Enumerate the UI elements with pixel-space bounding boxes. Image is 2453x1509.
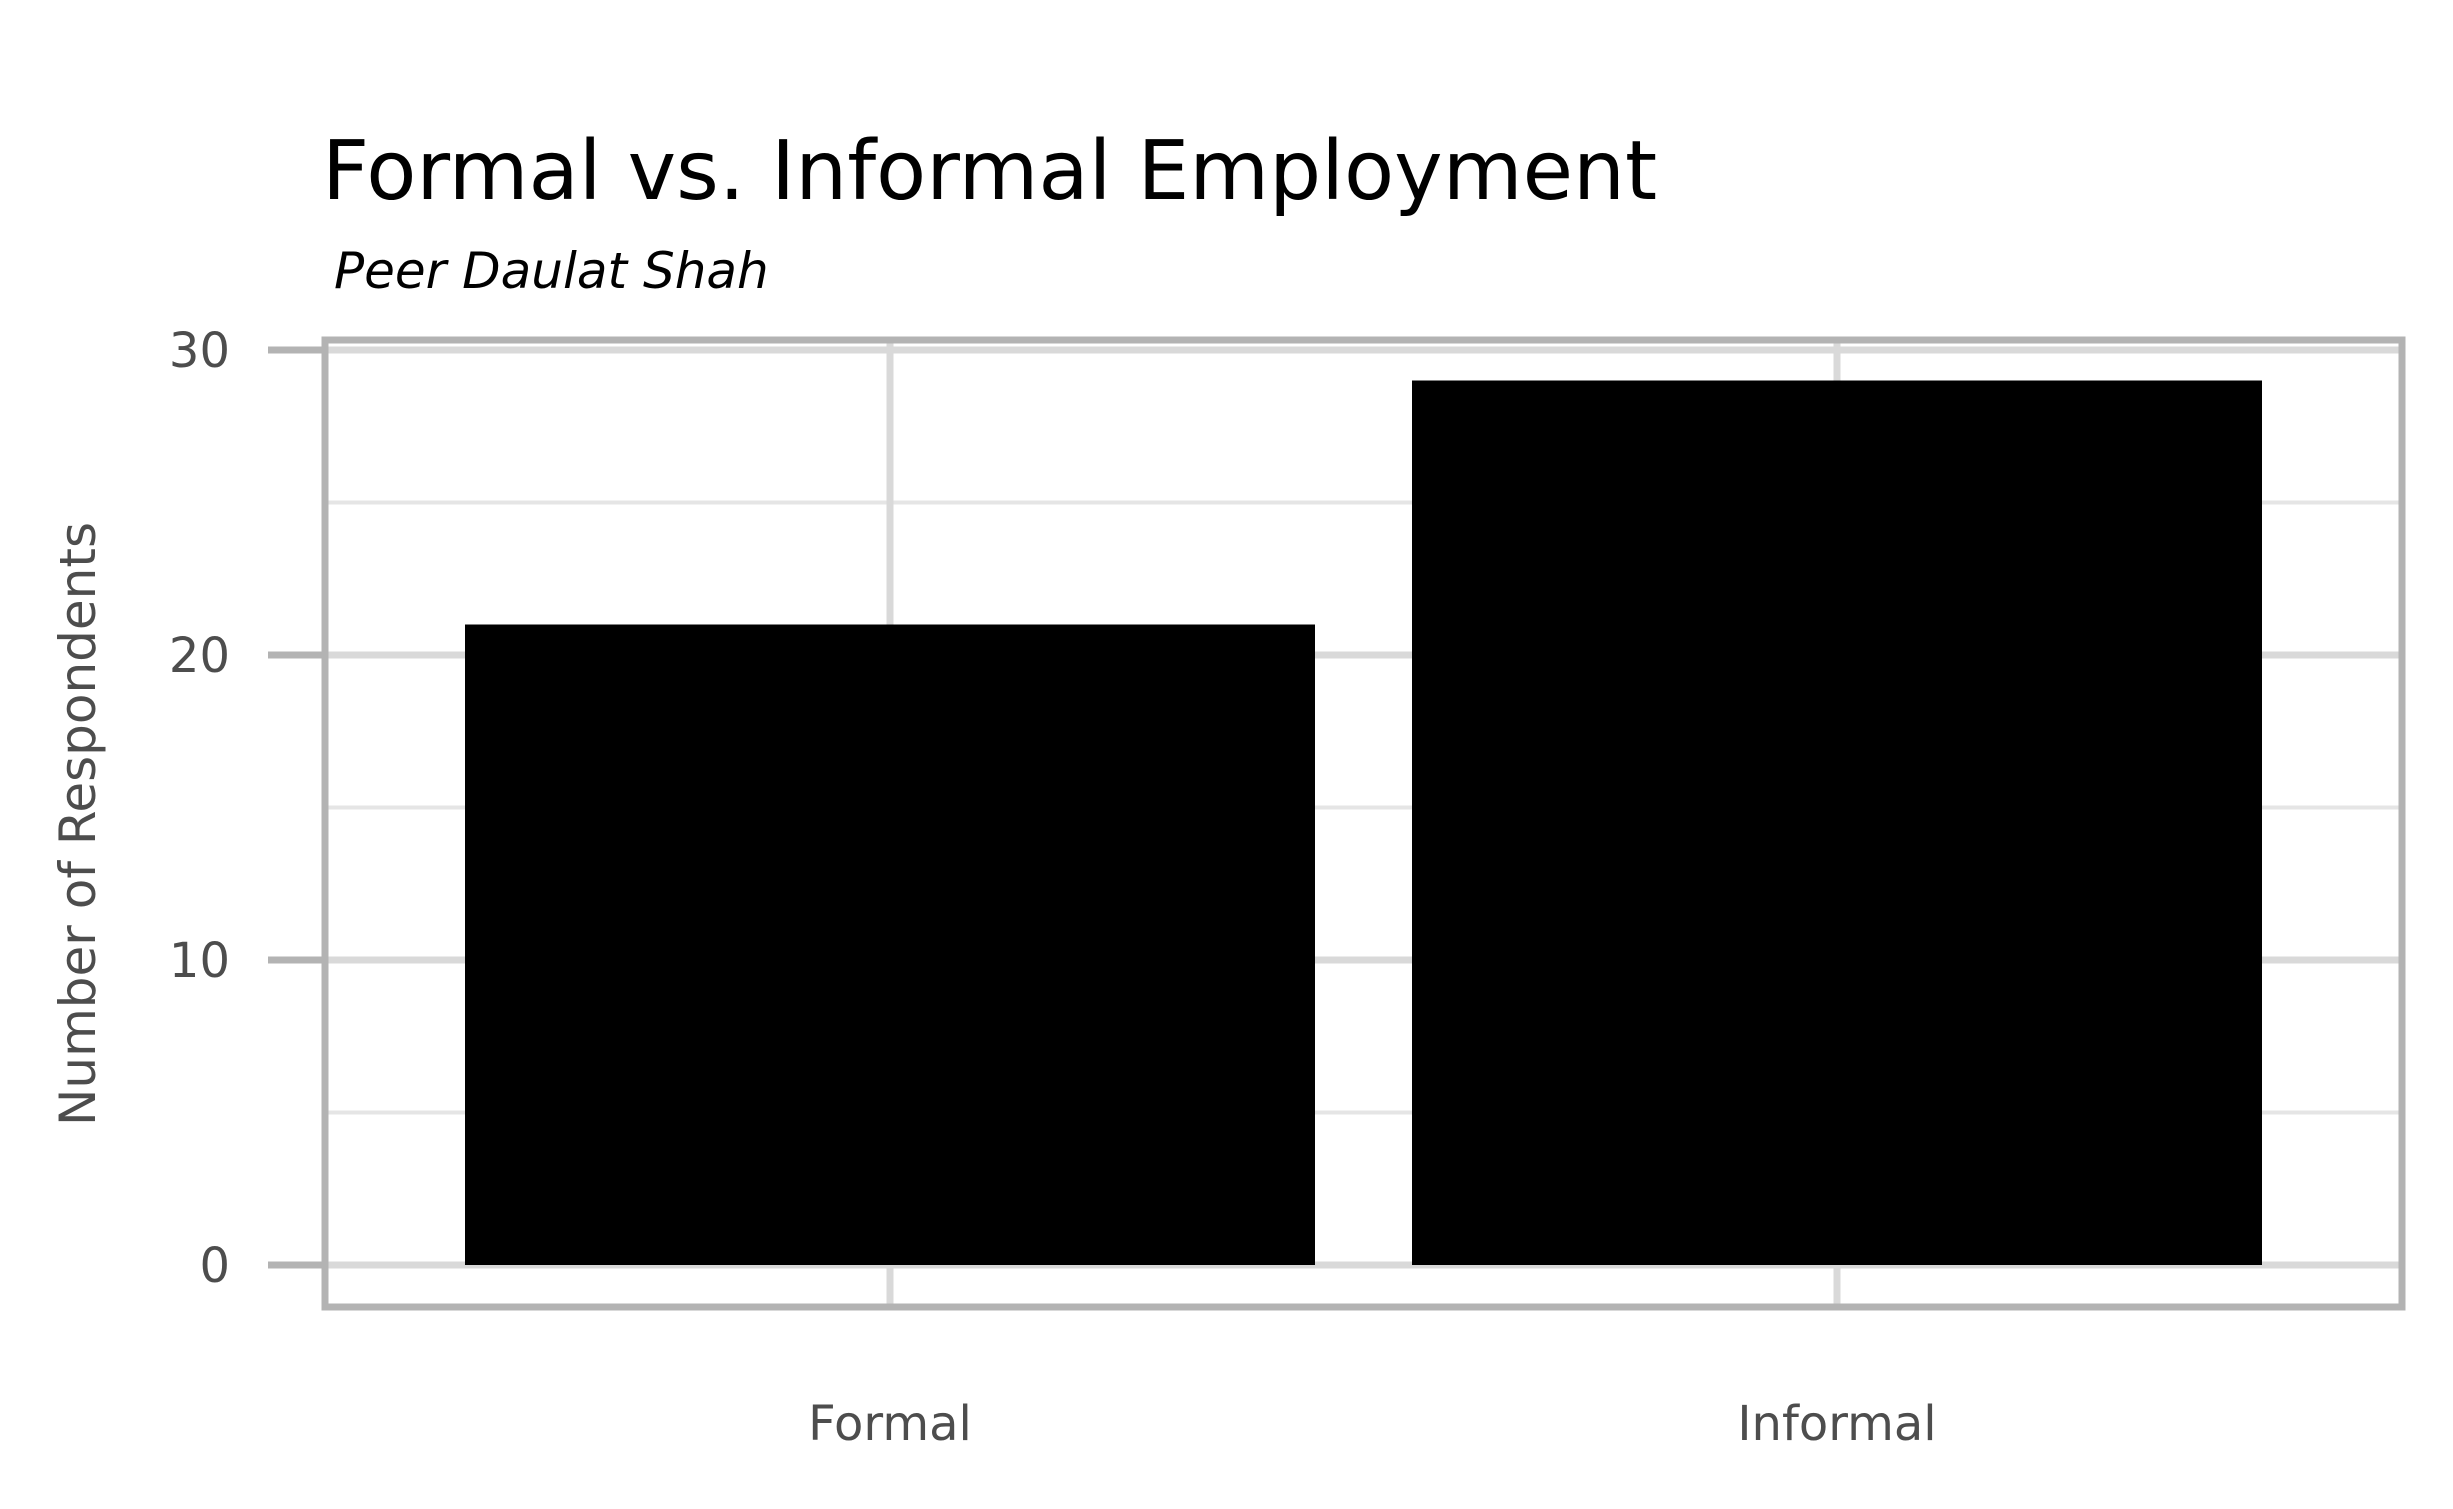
- chart-subtitle: Peer Daulat Shah: [334, 242, 769, 300]
- x-tick-label: Formal: [808, 1396, 972, 1452]
- bar-formal: [465, 624, 1315, 1265]
- y-tick-label: 30: [169, 323, 230, 379]
- bar-informal: [1412, 380, 2262, 1265]
- panel-frame: [321, 336, 2406, 1311]
- bars: [465, 380, 2262, 1265]
- y-tick-label: 20: [169, 628, 230, 684]
- y-tick-label: 10: [169, 933, 230, 989]
- x-tick-label: Informal: [1737, 1396, 1936, 1452]
- chart-title: Formal vs. Informal Employment: [322, 124, 1658, 219]
- y-tick-label: 0: [199, 1238, 230, 1294]
- y-axis: 0 10 20 30: [169, 323, 325, 1294]
- y-axis-title: Number of Respondents: [49, 522, 107, 1126]
- x-axis: Formal Informal: [808, 1396, 1936, 1452]
- panel-border: [321, 336, 2406, 1311]
